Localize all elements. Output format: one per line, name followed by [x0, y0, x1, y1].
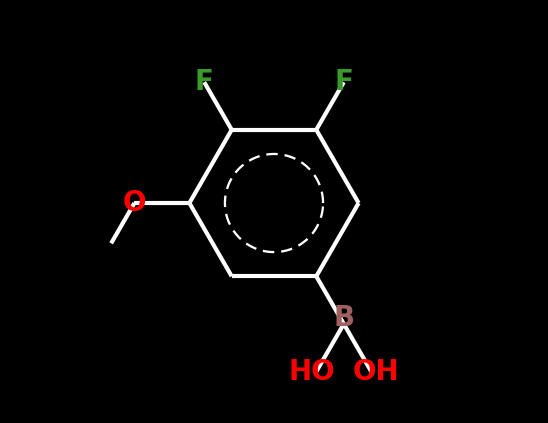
- Text: B: B: [333, 304, 355, 332]
- Text: HO: HO: [289, 357, 335, 385]
- Text: F: F: [195, 68, 214, 96]
- Text: O: O: [123, 189, 146, 217]
- Text: F: F: [334, 68, 353, 96]
- Text: OH: OH: [352, 357, 399, 385]
